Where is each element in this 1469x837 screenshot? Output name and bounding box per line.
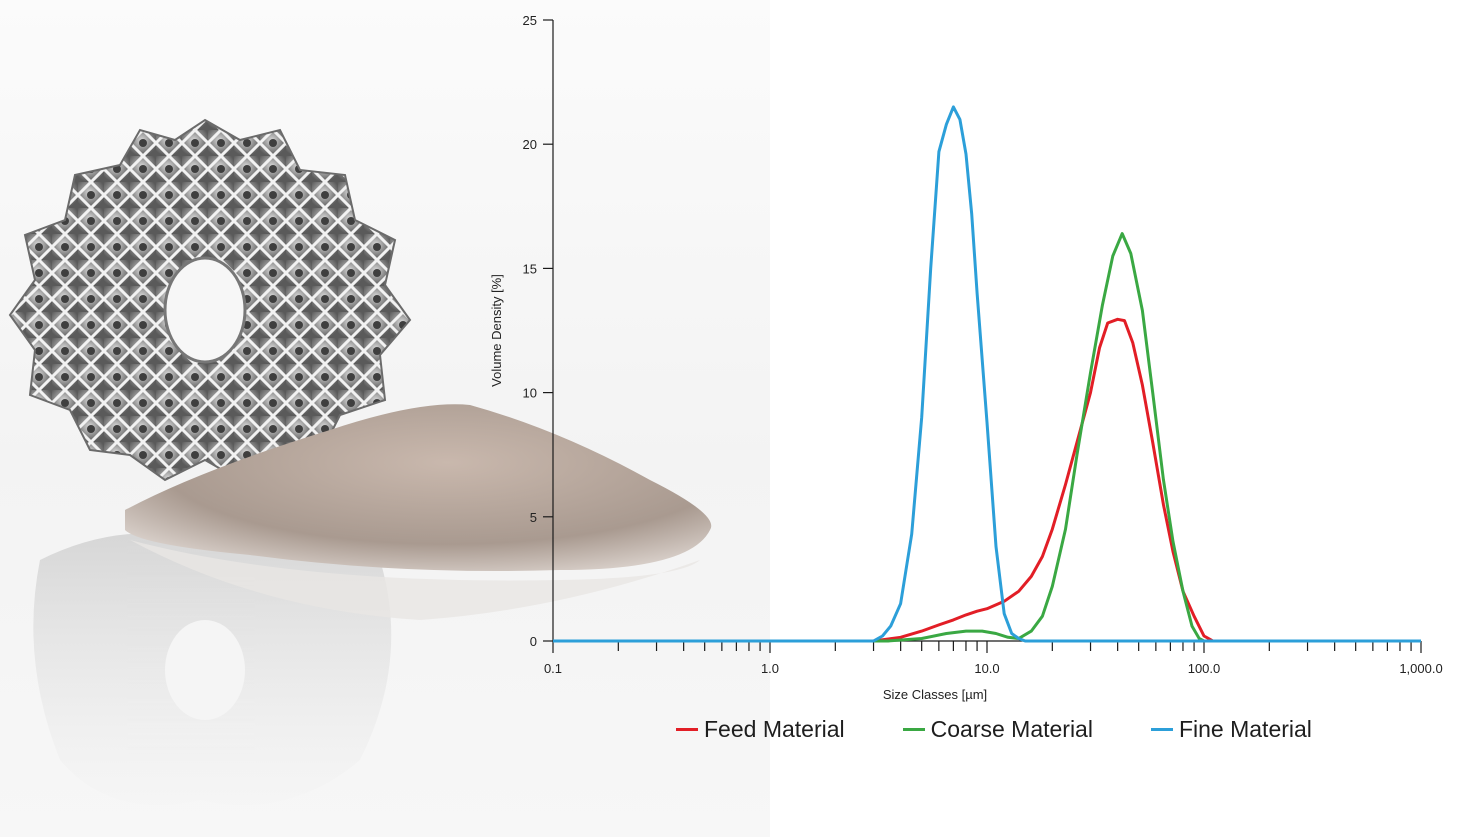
legend-label: Coarse Material [930, 715, 1093, 742]
x-axis-title: Size Classes [µm] [883, 687, 987, 702]
product-photo [0, 0, 770, 837]
series-line-feed-material [553, 317, 1421, 643]
y-tick-label: 20 [523, 137, 537, 152]
x-tick-label: 1.0 [761, 661, 779, 676]
legend-label: Feed Material [704, 715, 845, 742]
lattice-disc-and-powder-photo-icon [8, 118, 712, 805]
chart-legend: Feed Material Coarse Material Fine Materia… [676, 713, 1312, 745]
legend-swatch [1150, 727, 1173, 731]
legend-label: Fine Material [1178, 715, 1312, 742]
y-tick-label: 25 [523, 13, 537, 28]
series-line-fine-material [553, 105, 1421, 643]
y-tick-label: 5 [530, 510, 537, 525]
x-tick-label: 100.0 [1188, 661, 1221, 676]
y-tick-label: 0 [530, 634, 537, 649]
x-tick-label: 0.1 [544, 661, 562, 676]
legend-item: Feed Material [676, 716, 845, 743]
x-tick-label: 1,000.0 [1399, 661, 1442, 676]
y-tick-label: 15 [523, 261, 537, 276]
legend-item: Fine Material [1150, 715, 1312, 743]
legend-swatch [902, 727, 925, 731]
powder-mound [125, 404, 712, 620]
series-line-coarse-material [553, 232, 1421, 643]
y-axis-title: Volume Density [%] [489, 274, 504, 387]
lattice-disc [8, 118, 412, 482]
legend-swatch [676, 727, 698, 731]
y-tick-label: 10 [523, 386, 537, 401]
legend-item: Coarse Material [902, 715, 1093, 743]
x-tick-label: 10.0 [974, 661, 999, 676]
